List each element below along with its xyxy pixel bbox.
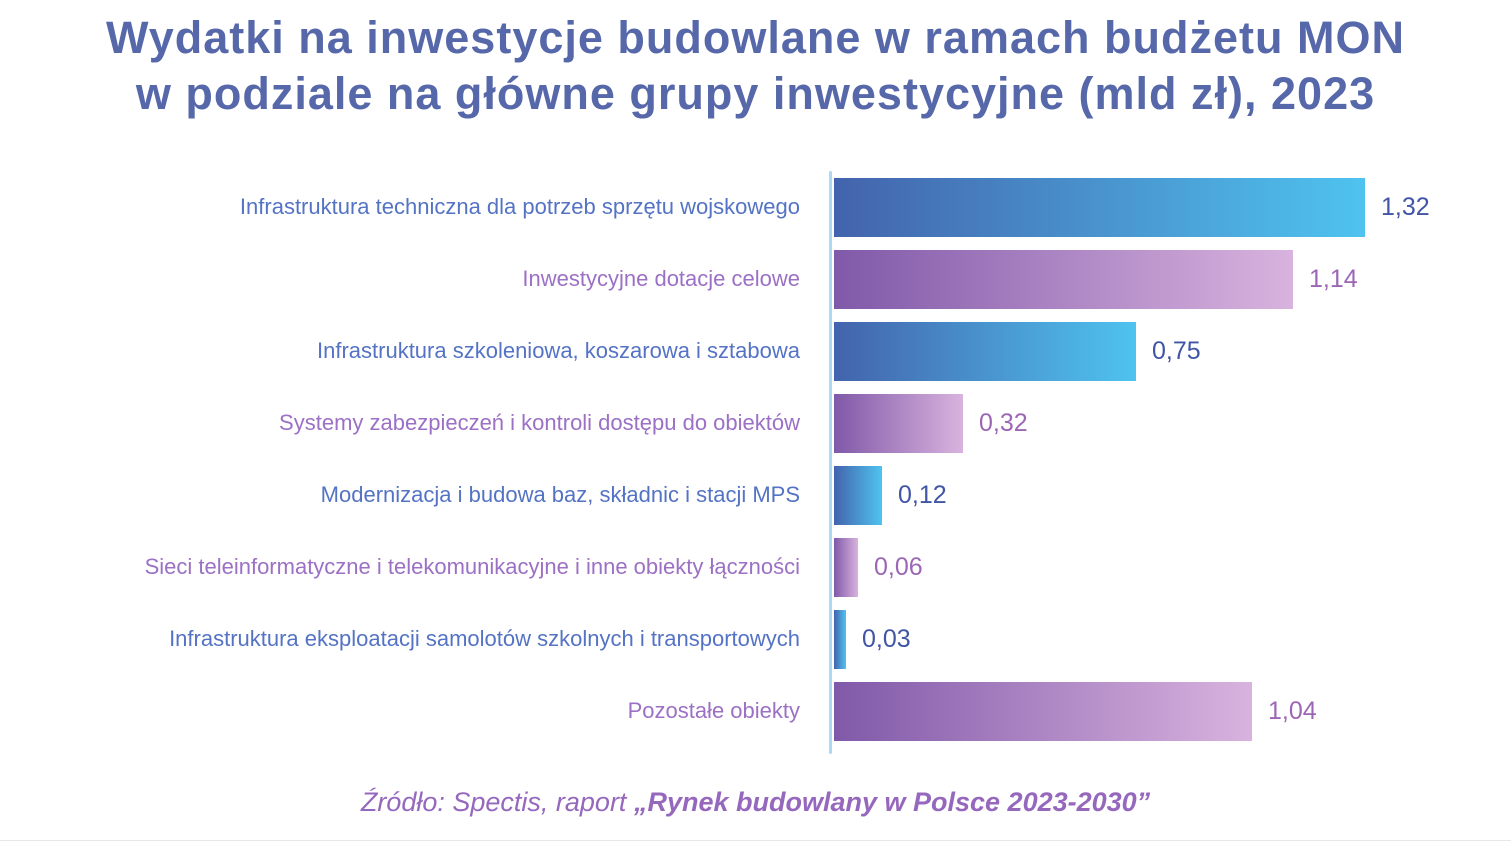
bar-area: 0,03 (834, 609, 911, 669)
value-label: 0,06 (874, 552, 923, 581)
bar (834, 609, 846, 669)
category-label: Infrastruktura szkoleniowa, koszarowa i … (317, 337, 800, 363)
bar-area: 0,12 (834, 465, 947, 525)
value-label: 1,04 (1268, 696, 1317, 725)
chart-row: Infrastruktura techniczna dla potrzeb sp… (0, 177, 1511, 237)
bar (834, 321, 1136, 381)
value-label: 0,03 (862, 624, 911, 653)
category-label: Pozostałe obiekty (627, 697, 800, 723)
category-label: Systemy zabezpieczeń i kontroli dostępu … (279, 409, 800, 435)
chart-row: Systemy zabezpieczeń i kontroli dostępu … (0, 393, 1511, 453)
chart-row: Inwestycyjne dotacje celowe 1,14 (0, 249, 1511, 309)
category-label: Inwestycyjne dotacje celowe (522, 265, 800, 291)
value-label: 0,12 (898, 480, 947, 509)
bar-area: 0,75 (834, 321, 1201, 381)
bar (834, 249, 1293, 309)
page-title: Wydatki na inwestycje budowlane w ramach… (0, 10, 1511, 122)
chart-row: Infrastruktura eksploatacji samolotów sz… (0, 609, 1511, 669)
bar (834, 393, 963, 453)
category-label: Infrastruktura eksploatacji samolotów sz… (169, 625, 800, 651)
bottom-edge-line (0, 840, 1511, 841)
value-label: 1,32 (1381, 192, 1430, 221)
bar (834, 537, 858, 597)
bar-area: 0,32 (834, 393, 1028, 453)
source-note-prefix: Źródło: Spectis, raport (360, 786, 634, 817)
chart-row: Sieci teleinformatyczne i telekomunikacy… (0, 537, 1511, 597)
bar (834, 177, 1365, 237)
source-note-report-name: „Rynek budowlany w Polsce 2023-2030” (633, 786, 1151, 817)
y-axis-line (829, 170, 832, 754)
chart-row: Pozostałe obiekty 1,04 (0, 681, 1511, 741)
bar (834, 681, 1252, 741)
category-label: Sieci teleinformatyczne i telekomunikacy… (144, 553, 800, 579)
chart-row: Infrastruktura szkoleniowa, koszarowa i … (0, 321, 1511, 381)
value-label: 1,14 (1309, 264, 1358, 293)
infographic-page: Wydatki na inwestycje budowlane w ramach… (0, 10, 1511, 842)
chart-rows: Infrastruktura techniczna dla potrzeb sp… (0, 177, 1511, 741)
bar-area: 1,32 (834, 177, 1430, 237)
bar-area: 1,04 (834, 681, 1317, 741)
chart-row: Modernizacja i budowa baz, składnic i st… (0, 465, 1511, 525)
category-label: Infrastruktura techniczna dla potrzeb sp… (239, 193, 800, 219)
bar-area: 0,06 (834, 537, 923, 597)
bar-area: 1,14 (834, 249, 1358, 309)
category-label: Modernizacja i budowa baz, składnic i st… (320, 481, 800, 507)
source-note: Źródło: Spectis, raport „Rynek budowlany… (0, 787, 1511, 818)
page-title-line-2: w podziale na główne grupy inwestycyjne … (135, 67, 1376, 119)
bar-chart: Infrastruktura techniczna dla potrzeb sp… (0, 170, 1511, 754)
value-label: 0,32 (979, 408, 1028, 437)
value-label: 0,75 (1152, 336, 1201, 365)
page-title-line-1: Wydatki na inwestycje budowlane w ramach… (106, 12, 1405, 63)
bar (834, 465, 882, 525)
